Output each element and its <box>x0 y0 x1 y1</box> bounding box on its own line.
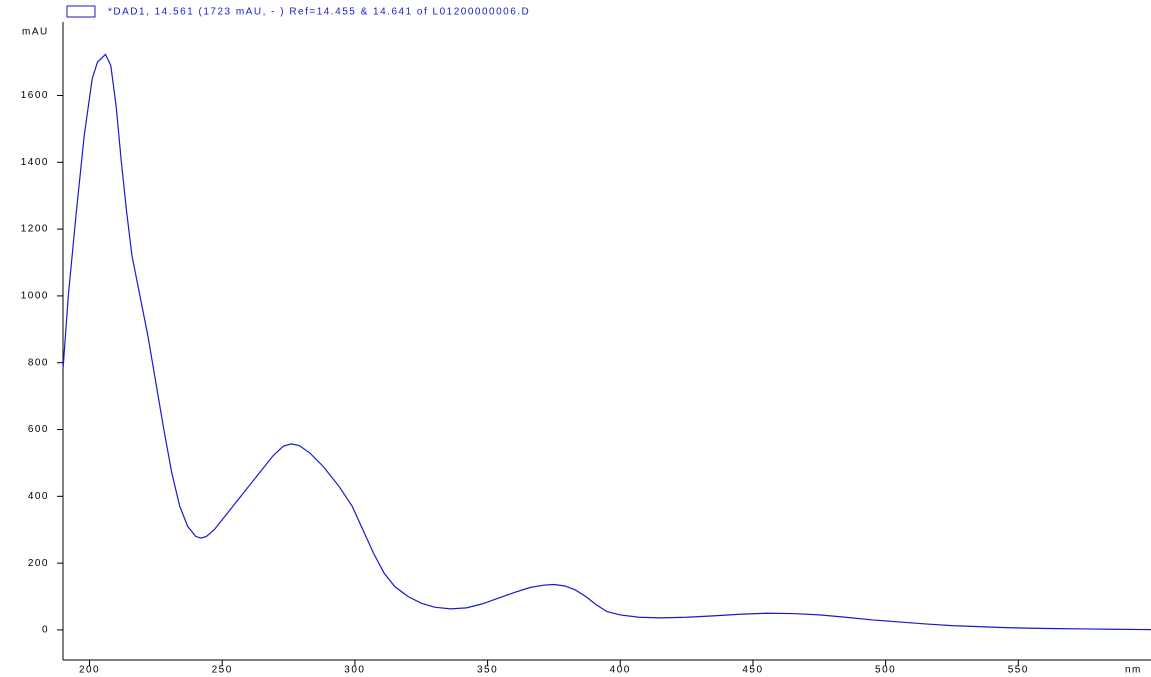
y-tick-label: 600 <box>28 424 49 435</box>
y-tick-label: 0 <box>42 625 49 636</box>
legend-swatch <box>66 5 96 18</box>
x-tick-label: 350 <box>477 665 498 676</box>
y-tick-label: 800 <box>28 357 49 368</box>
x-tick-label: 550 <box>1008 665 1029 676</box>
x-tick-label: 250 <box>212 665 233 676</box>
legend-label: *DAD1, 14.561 (1723 mAU, - ) Ref=14.455 … <box>108 7 530 18</box>
y-axis-label: mAU <box>22 27 49 38</box>
y-tick-label: 1200 <box>21 224 49 235</box>
x-tick-label: 300 <box>344 665 365 676</box>
y-tick-label: 1600 <box>21 90 49 101</box>
x-axis-label: nm <box>1125 665 1142 676</box>
y-tick-label: 1000 <box>21 291 49 302</box>
spectrum-line <box>62 53 1151 631</box>
x-tick-label: 450 <box>742 665 763 676</box>
y-tick-label: 400 <box>28 491 49 502</box>
y-tick-label: 200 <box>28 558 49 569</box>
x-tick-label: 400 <box>610 665 631 676</box>
x-tick-label: 200 <box>79 665 100 676</box>
y-tick-label: 1400 <box>21 157 49 168</box>
x-tick-label: 500 <box>875 665 896 676</box>
